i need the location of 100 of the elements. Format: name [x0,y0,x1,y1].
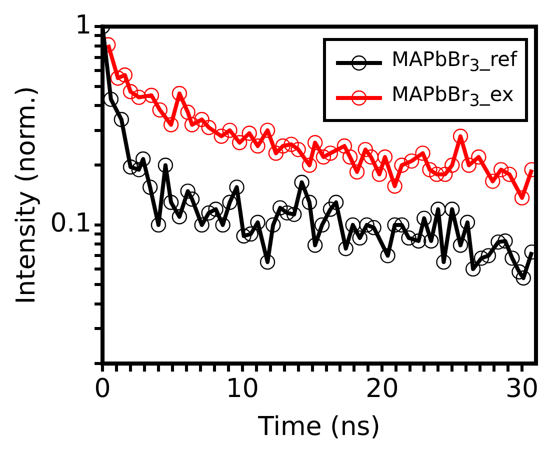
point [328,194,344,210]
point [338,240,354,256]
point [416,210,432,226]
point [516,270,532,286]
point [490,234,506,250]
point [394,217,410,233]
point [358,142,374,158]
point [504,250,520,266]
point [401,230,416,246]
legend-label: MAPbBr$_{3}$_ref [392,46,517,77]
point [380,248,396,264]
point [144,88,160,103]
point [180,184,196,199]
legend-label: MAPbBr$_{3}$_ex [392,81,514,112]
point [172,209,188,224]
point [424,233,439,249]
point [444,202,460,217]
point [422,162,438,178]
point [438,166,453,182]
point [201,205,216,221]
point [243,226,258,242]
point [110,70,126,86]
point [222,122,238,138]
point [404,153,420,169]
point [372,166,387,182]
point [266,217,281,233]
point [485,174,500,189]
point [201,120,216,136]
point [232,135,248,150]
point [290,142,306,158]
point [268,146,284,161]
point [316,149,332,165]
point [322,202,338,217]
point [215,217,230,233]
point [152,102,168,118]
x-tick-label: 30 [505,374,539,404]
point [131,90,147,105]
point [103,92,119,107]
point [184,192,200,207]
point [345,217,360,233]
point [352,230,368,246]
point [117,67,133,83]
point [430,202,446,217]
point [163,194,179,210]
point [394,158,410,173]
point [349,164,365,180]
point [275,138,291,154]
point [114,112,130,128]
point [122,159,138,175]
point [131,162,147,178]
point [208,202,224,217]
point [410,233,426,249]
point [498,233,513,249]
point [250,214,266,230]
point [194,217,210,233]
x-axis-title: Time (ns) [257,412,380,442]
point [314,217,330,233]
point [514,190,530,206]
point [474,250,490,266]
point [387,217,402,233]
point [280,205,295,221]
point [387,178,402,194]
point [236,228,252,244]
x-tick-label: 10 [226,374,259,404]
point [150,217,166,233]
point [480,248,496,264]
point [342,149,358,165]
point [242,126,257,141]
point [284,136,299,152]
point [452,238,468,253]
point [444,158,460,173]
point [436,254,452,270]
point [377,149,393,165]
point [502,166,518,182]
x-tick-label: 0 [94,374,111,404]
point [184,117,200,132]
point [452,128,468,144]
point [286,206,302,222]
y-tick-label: 0.1 [50,208,92,239]
y-axis-title: Intensity (norm.) [11,86,42,304]
point [260,122,276,138]
x-tick-label: 20 [366,374,399,404]
point [471,149,486,165]
point [250,138,266,154]
point [322,146,338,161]
point [336,138,352,154]
point [415,146,430,161]
point [260,254,276,270]
point [158,158,174,173]
point [302,158,318,173]
point [493,162,509,178]
point [122,84,138,100]
point [163,117,179,132]
point [136,151,151,167]
point [214,128,229,144]
point [294,174,310,190]
point [465,261,481,277]
point [194,112,210,128]
point [229,180,244,195]
point [222,194,238,210]
